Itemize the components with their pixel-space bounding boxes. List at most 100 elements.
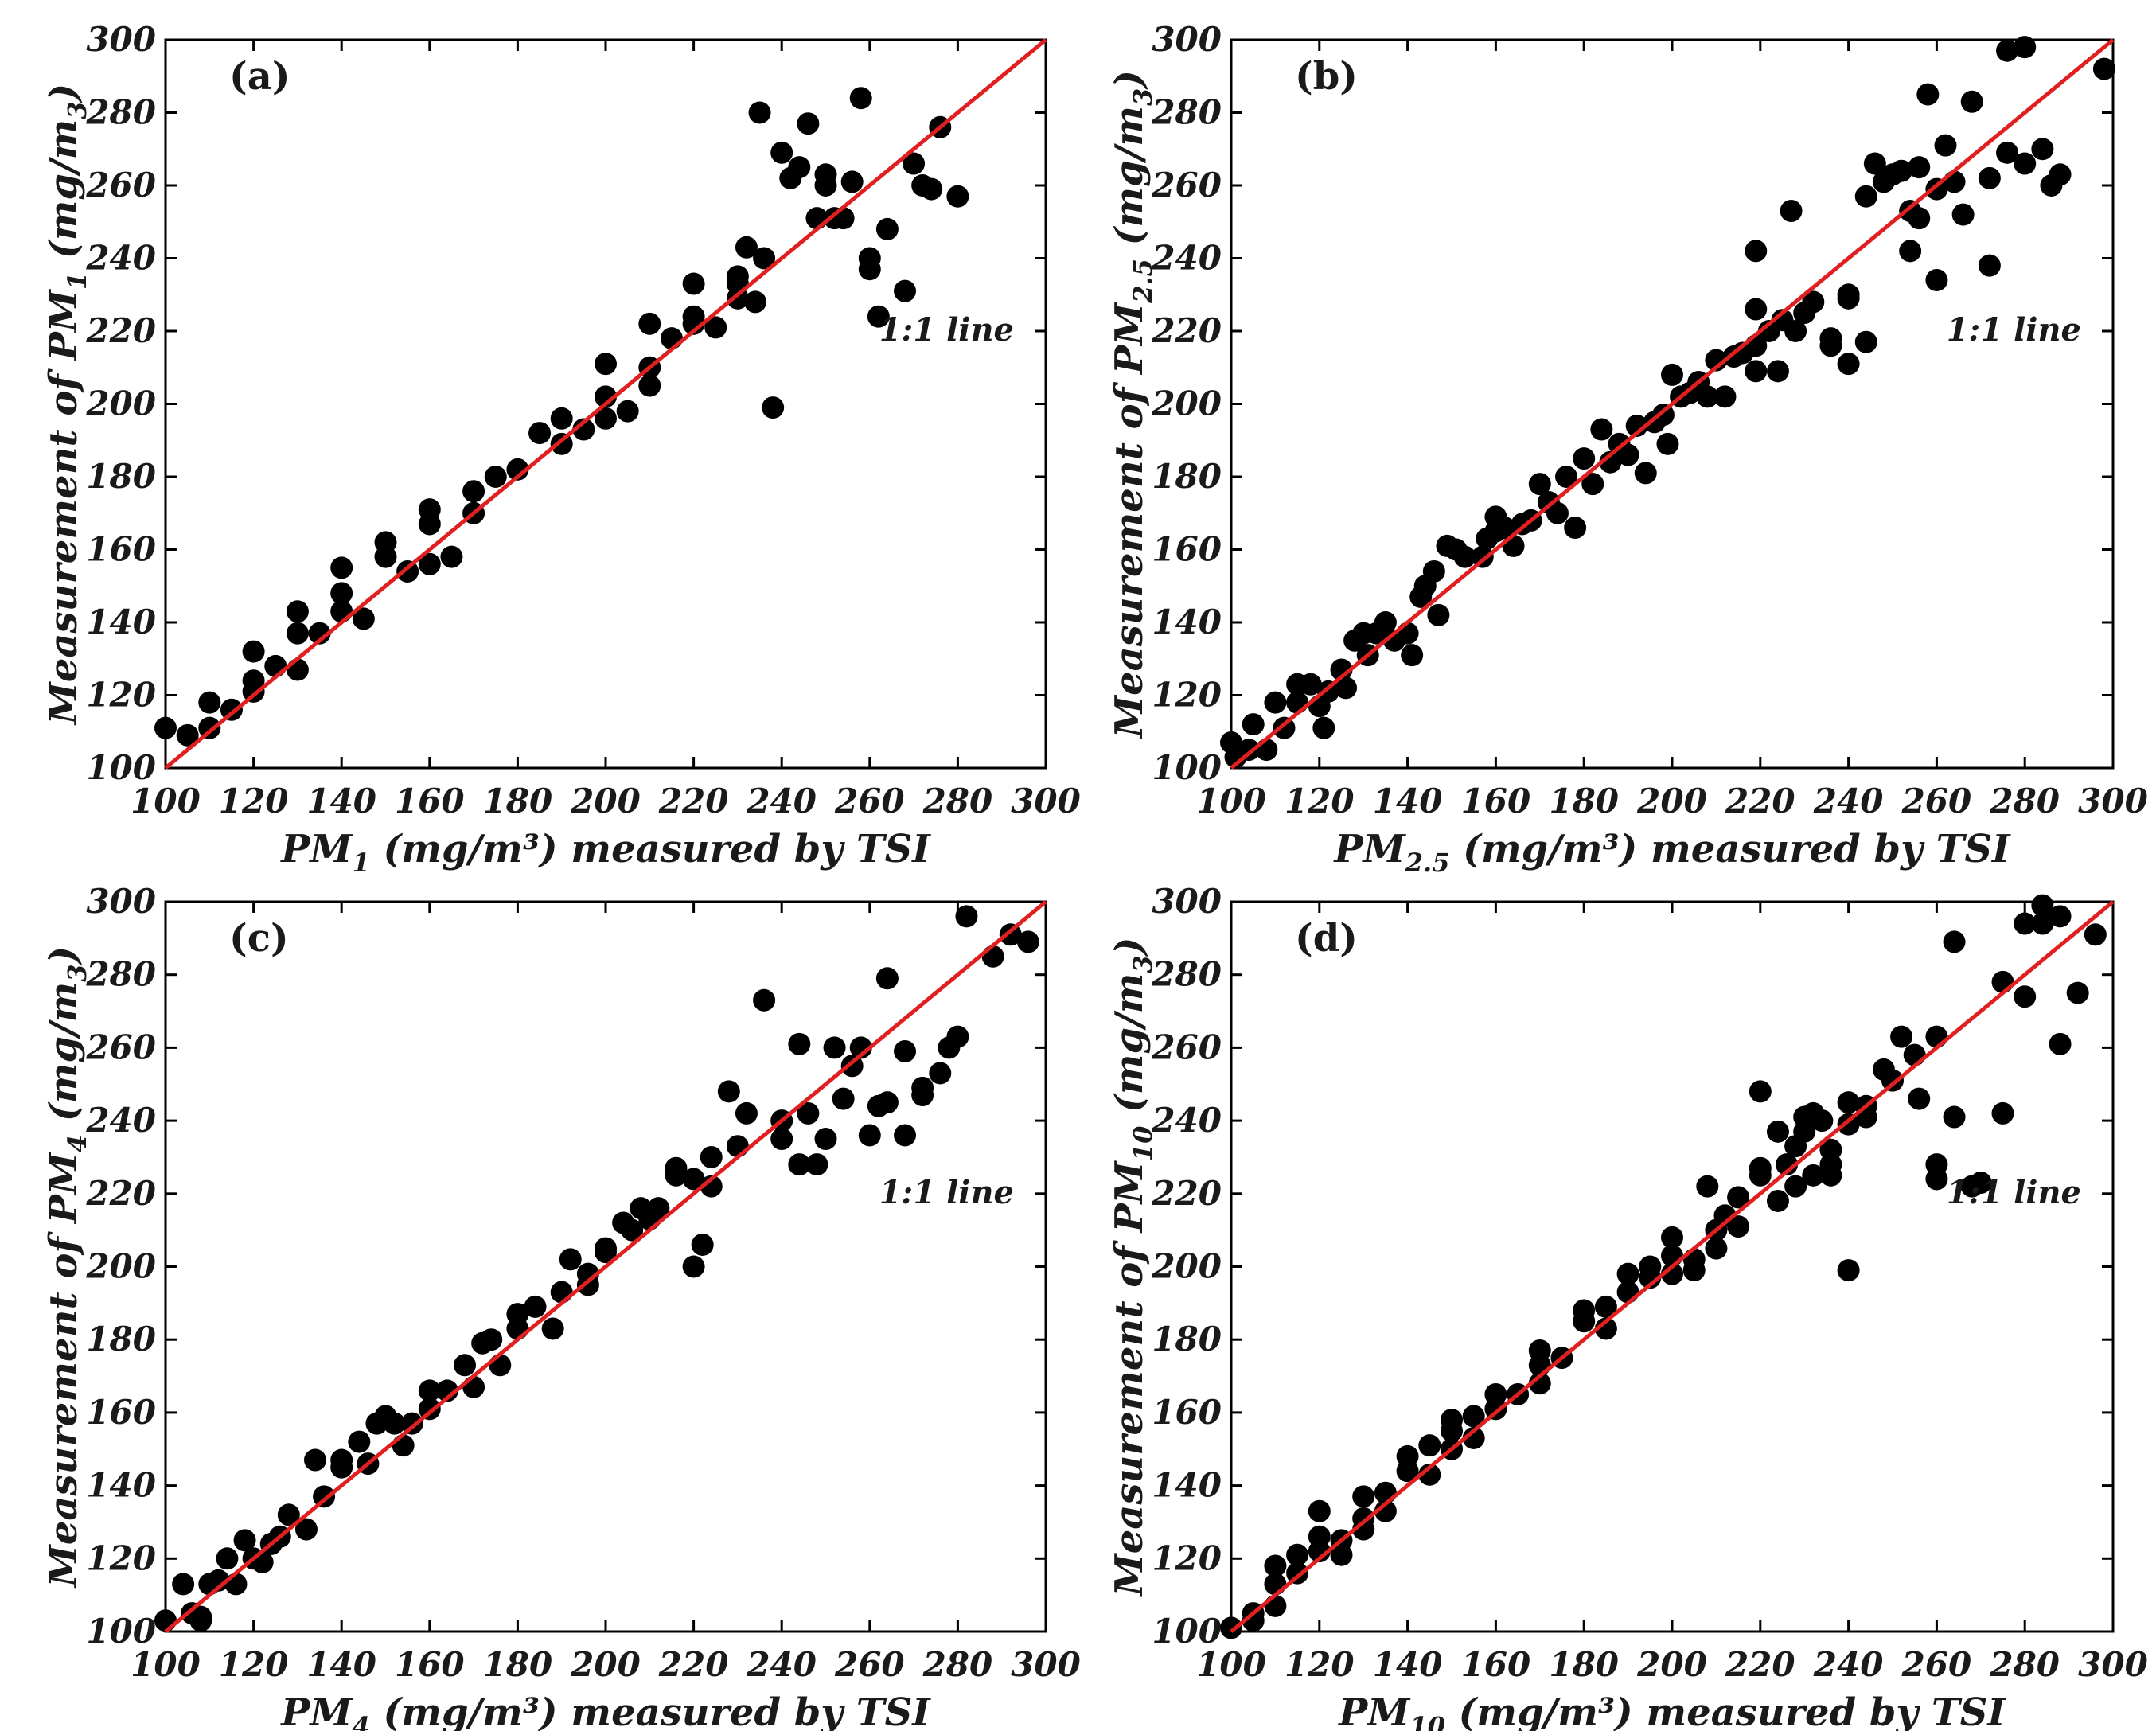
data-point <box>1581 473 1604 496</box>
data-point <box>832 207 855 230</box>
x-tick-label: 280 <box>922 1645 993 1684</box>
x-tick-label: 140 <box>306 1645 376 1684</box>
y-tick-label: 240 <box>85 1101 156 1140</box>
data-point <box>541 1317 564 1340</box>
x-tick-label: 280 <box>1989 782 2060 821</box>
data-point <box>198 716 221 739</box>
data-point <box>1996 39 2019 62</box>
data-point <box>1462 1405 1485 1428</box>
y-tick-label: 100 <box>86 748 156 787</box>
data-point <box>1616 1281 1639 1304</box>
x-tick-label: 160 <box>395 782 465 821</box>
y-tick-label: 220 <box>85 1174 156 1213</box>
one-to-one-annotation: 1:1 line <box>879 311 1014 349</box>
data-point <box>1286 1543 1309 1566</box>
x-axis-label: PM10 (mg/m³) measured by TSI <box>1337 1690 2006 1731</box>
x-tick-label: 120 <box>219 782 289 821</box>
y-tick-label: 100 <box>1152 1612 1222 1651</box>
data-point <box>1943 170 1966 193</box>
data-point <box>1745 360 1768 383</box>
data-point <box>832 1087 855 1110</box>
y-tick-label: 260 <box>1151 166 1222 205</box>
one-to-one-annotation: 1:1 line <box>1947 1174 2081 1211</box>
data-point <box>797 112 820 135</box>
data-point <box>1422 559 1445 583</box>
data-point <box>352 607 375 630</box>
data-point <box>1766 1189 1789 1212</box>
panel-label: (b) <box>1295 54 1358 99</box>
data-point <box>1546 501 1569 524</box>
data-point <box>753 247 776 270</box>
y-tick-label: 200 <box>1151 1247 1222 1286</box>
y-tick-label: 240 <box>85 239 156 278</box>
data-point <box>396 559 419 583</box>
y-tick-label: 140 <box>1152 1466 1222 1505</box>
data-point <box>1766 360 1789 383</box>
y-tick-label: 220 <box>85 311 156 350</box>
data-point <box>154 1609 177 1632</box>
data-point <box>1749 1164 1772 1187</box>
panel-c: 100 120 140 160 180 200 220 240 260 280 300 100 120 1… <box>41 882 1081 1731</box>
data-point <box>858 1124 881 1147</box>
panel-a: 100 120 140 160 180 200 220 240 260 280 300 100 120 1… <box>41 20 1081 878</box>
data-point <box>1374 611 1397 634</box>
data-point <box>903 152 926 175</box>
one-to-one-line <box>1230 900 2115 1633</box>
data-point <box>1978 166 2001 189</box>
x-tick-label: 220 <box>658 1645 729 1684</box>
data-point <box>840 170 864 193</box>
data-point <box>198 691 221 714</box>
data-point <box>550 432 573 455</box>
data-point <box>576 1262 599 1285</box>
data-point <box>304 1448 327 1472</box>
data-point <box>1837 1259 1860 1282</box>
panel-label: (a) <box>229 54 290 99</box>
x-tick-label: 140 <box>1373 782 1443 821</box>
y-tick-label: 280 <box>1151 93 1222 132</box>
y-tick-label: 200 <box>85 1247 156 1286</box>
data-point <box>572 418 595 441</box>
y-tick-label: 240 <box>1151 1101 1222 1140</box>
data-point <box>1925 1025 1948 1048</box>
data-point <box>946 1025 969 1048</box>
data-point <box>1308 1540 1331 1563</box>
data-point <box>220 698 243 721</box>
data-point <box>1264 691 1287 714</box>
data-point <box>999 923 1022 946</box>
data-point <box>2031 894 2054 917</box>
data-point <box>1599 450 1622 474</box>
data-point <box>1863 152 1886 175</box>
x-tick-label: 100 <box>1196 1645 1266 1684</box>
y-tick-label: 180 <box>1152 457 1222 496</box>
data-point <box>374 545 397 568</box>
panel-b: 100 120 140 160 180 200 220 240 260 280 300 100 120 1… <box>1107 20 2148 878</box>
data-point <box>894 279 917 302</box>
data-point <box>1016 930 1039 953</box>
x-tick-label: 300 <box>2078 1645 2148 1684</box>
data-point <box>660 327 683 350</box>
data-point <box>277 1503 300 1526</box>
x-tick-label: 100 <box>1196 782 1266 821</box>
data-point <box>1255 739 1278 762</box>
panel-label: (c) <box>229 916 289 961</box>
x-tick-label: 260 <box>834 782 905 821</box>
data-point <box>1960 90 1983 113</box>
data-point <box>1991 970 2014 993</box>
data-point <box>616 400 639 423</box>
data-point <box>770 1128 793 1151</box>
data-point <box>1903 1043 1926 1066</box>
data-point <box>1925 268 1948 291</box>
data-point <box>418 1398 441 1421</box>
data-point <box>1493 517 1516 540</box>
one-to-one-line <box>1230 38 2115 770</box>
data-point <box>1819 334 1842 357</box>
data-point <box>595 407 617 430</box>
y-tick-label: 120 <box>86 1538 156 1577</box>
y-axis-label: Measurement of PM10 (mg/m3) <box>1107 938 1158 1598</box>
data-point <box>762 396 785 419</box>
data-point <box>700 1145 723 1168</box>
data-point <box>2031 138 2054 161</box>
data-point <box>1639 1266 1662 1289</box>
x-tick-label: 200 <box>570 1645 641 1684</box>
data-point <box>1776 1153 1799 1176</box>
